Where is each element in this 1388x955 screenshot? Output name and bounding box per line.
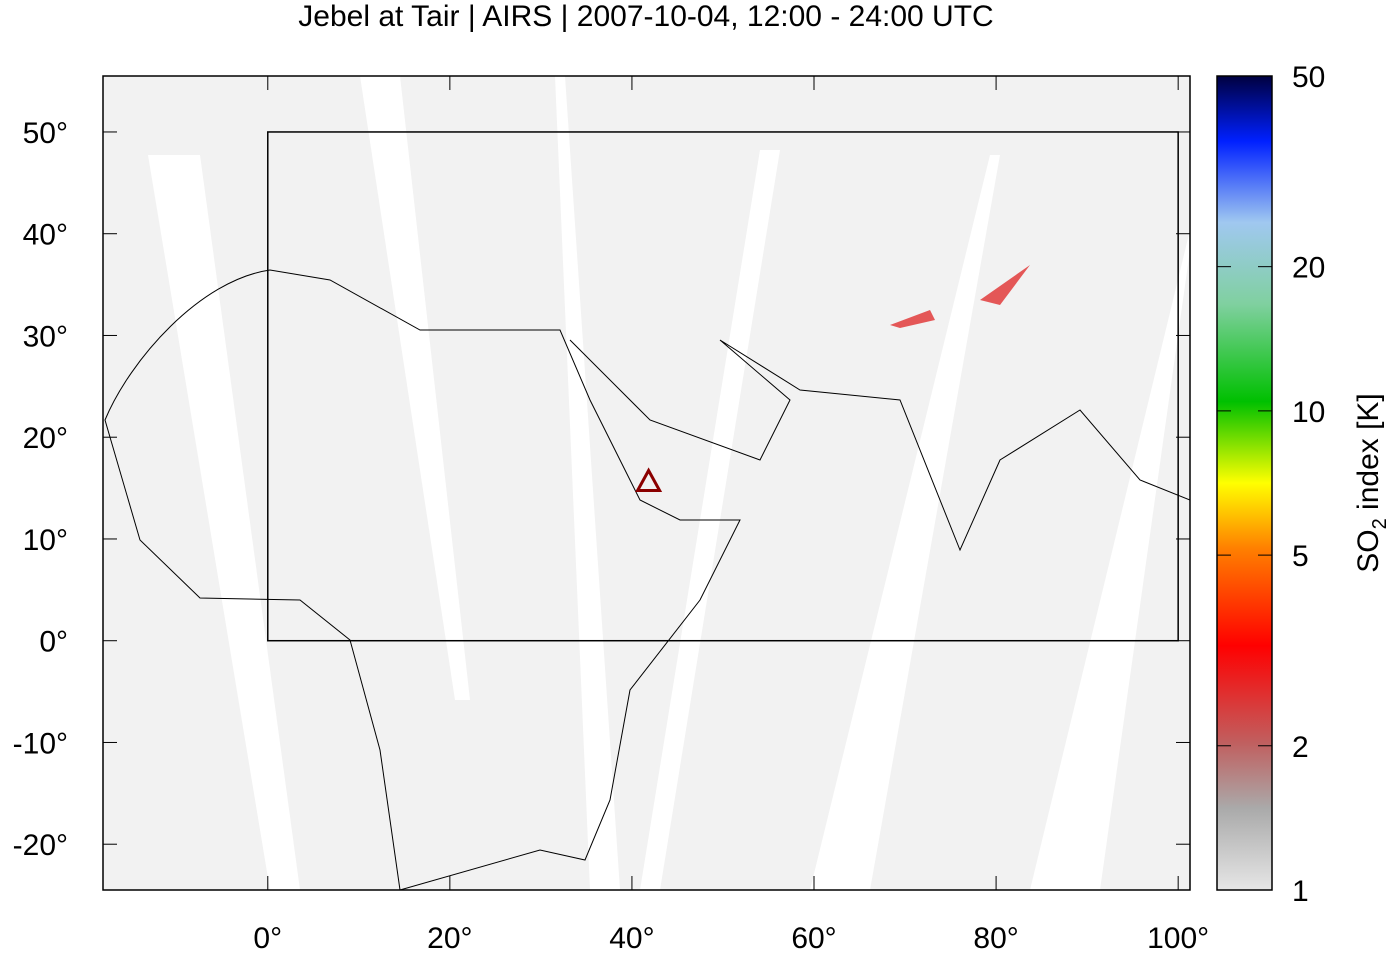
x-tick-label: 40°: [609, 922, 654, 950]
colorbar-tick-label: 2: [1292, 731, 1309, 764]
map-area: [103, 76, 1190, 890]
x-tick-label: 0°: [253, 922, 282, 950]
colorbar-tick-label: 50: [1292, 61, 1325, 94]
colorbar-tick-label: 20: [1292, 252, 1325, 285]
y-tick-label: -20°: [13, 829, 68, 862]
y-tick-label: 20°: [23, 422, 68, 455]
y-tick-label: 0°: [39, 626, 68, 659]
colorbar-tick-label: 5: [1292, 540, 1309, 573]
title: Jebel at Tair | AIRS | 2007-10-04, 12:00…: [298, 0, 993, 33]
colorbar-label: SO2 index [K]: [1352, 393, 1388, 573]
y-tick-label: 40°: [23, 219, 68, 252]
y-tick-label: 30°: [23, 320, 68, 353]
y-tick-label: 50°: [23, 117, 68, 150]
x-tick-label: 20°: [427, 922, 472, 950]
y-tick-label: 10°: [23, 524, 68, 557]
volcano-marker: [635, 467, 663, 492]
colorbar: [1216, 75, 1273, 891]
x-tick-label: 80°: [973, 922, 1018, 950]
x-tick-label: 100°: [1147, 922, 1209, 950]
y-tick-label: -10°: [13, 727, 68, 760]
colorbar-tick-label: 1: [1292, 875, 1309, 908]
x-tick-label: 60°: [791, 922, 836, 950]
region-box: [267, 131, 1179, 642]
colorbar-tick-label: 10: [1292, 396, 1325, 429]
